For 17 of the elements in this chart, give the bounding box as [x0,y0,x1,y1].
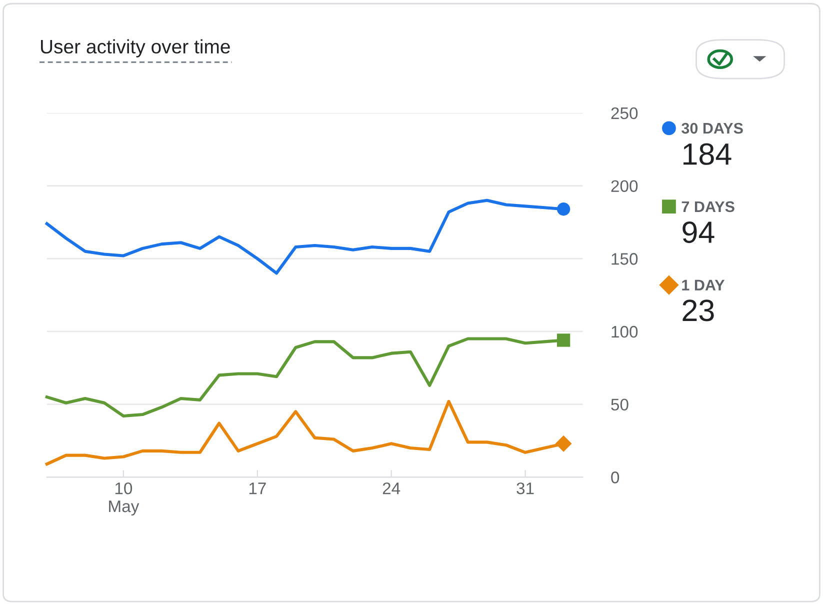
x-tick-label: 10 May [109,482,140,516]
legend-label: 7 DAYS [682,201,734,212]
legend-label: 30 DAYS [682,122,743,134]
y-tick-label: 0 [611,472,620,484]
text: 94 [682,221,714,244]
x-tick-label: 31 [516,482,534,494]
y-tick-label: 50 [611,398,628,411]
x-tick-label: 17 [249,482,266,494]
y-tick-label: 100 [612,326,638,338]
x-tick-label: 24 [382,482,400,494]
text: 184 [684,143,732,165]
y-tick-label: 150 [612,253,638,265]
text: 23 [682,300,714,322]
y-tick-label: 250 [611,107,638,120]
y-tick-label: 200 [611,180,638,192]
legend-label: 1 DAY [682,280,725,290]
chart-title: User activity over time [41,39,230,58]
